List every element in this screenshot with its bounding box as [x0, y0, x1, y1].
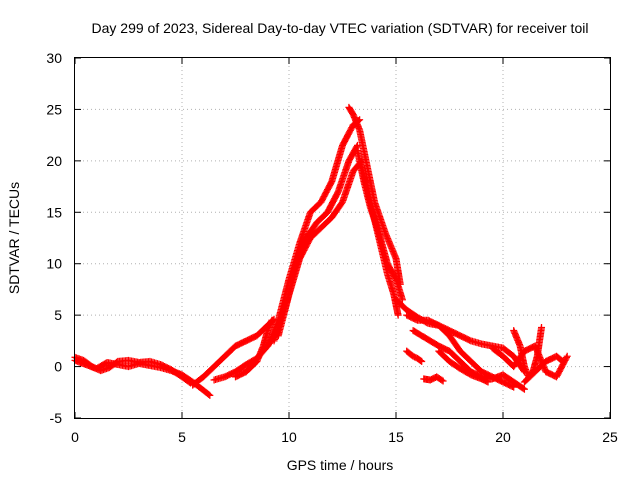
data-track — [189, 315, 278, 389]
y-tick-label: 0 — [54, 359, 62, 375]
data-point — [563, 352, 571, 360]
data-point — [394, 311, 402, 319]
data-point — [439, 377, 447, 385]
y-tick-label: 10 — [46, 256, 62, 272]
data-track — [435, 347, 492, 386]
interpolated-point — [438, 376, 446, 384]
x-tick-label: 10 — [281, 429, 297, 445]
data-track — [274, 157, 366, 340]
x-tick-label: 15 — [388, 429, 404, 445]
x-tick-label: 25 — [602, 429, 618, 445]
data-track — [71, 353, 195, 387]
data-point — [268, 316, 276, 324]
x-tick-label: 0 — [71, 429, 79, 445]
x-tick-label: 5 — [178, 429, 186, 445]
data-track — [520, 352, 567, 386]
data-track — [358, 162, 402, 319]
data-track — [232, 316, 276, 381]
interpolated-point — [353, 143, 361, 151]
data-point — [538, 323, 546, 331]
interpolated-point — [417, 357, 425, 365]
y-tick-label: 5 — [54, 307, 62, 323]
y-tick-label: -5 — [50, 410, 63, 426]
interpolated-point — [205, 391, 213, 399]
data-track — [403, 347, 426, 365]
data-track — [420, 373, 447, 385]
data-point — [559, 357, 567, 365]
data-point — [484, 378, 492, 386]
data-points — [71, 103, 571, 399]
plot-frame — [74, 57, 611, 419]
y-axis-label: SDTVAR / TECUs — [6, 182, 22, 294]
interpolated-point — [562, 354, 570, 362]
data-point — [520, 385, 528, 393]
y-tick-label: 15 — [46, 204, 62, 220]
data-point — [398, 296, 406, 304]
x-tick-label: 20 — [495, 429, 511, 445]
axis-ticks: 0 5 10 15 20 25 -5 0 5 10 15 20 25 30 — [46, 50, 618, 445]
y-tick-label: 25 — [46, 101, 62, 117]
interpolated-point — [558, 357, 566, 365]
y-tick-label: 20 — [46, 153, 62, 169]
data-point — [418, 357, 426, 365]
x-axis-label: GPS time / hours — [287, 457, 394, 473]
chart-title: Day 299 of 2023, Sidereal Day-to-day VTE… — [92, 20, 589, 36]
data-point — [206, 391, 214, 399]
interpolated-point — [519, 384, 527, 392]
y-tick-label: 30 — [46, 50, 62, 66]
